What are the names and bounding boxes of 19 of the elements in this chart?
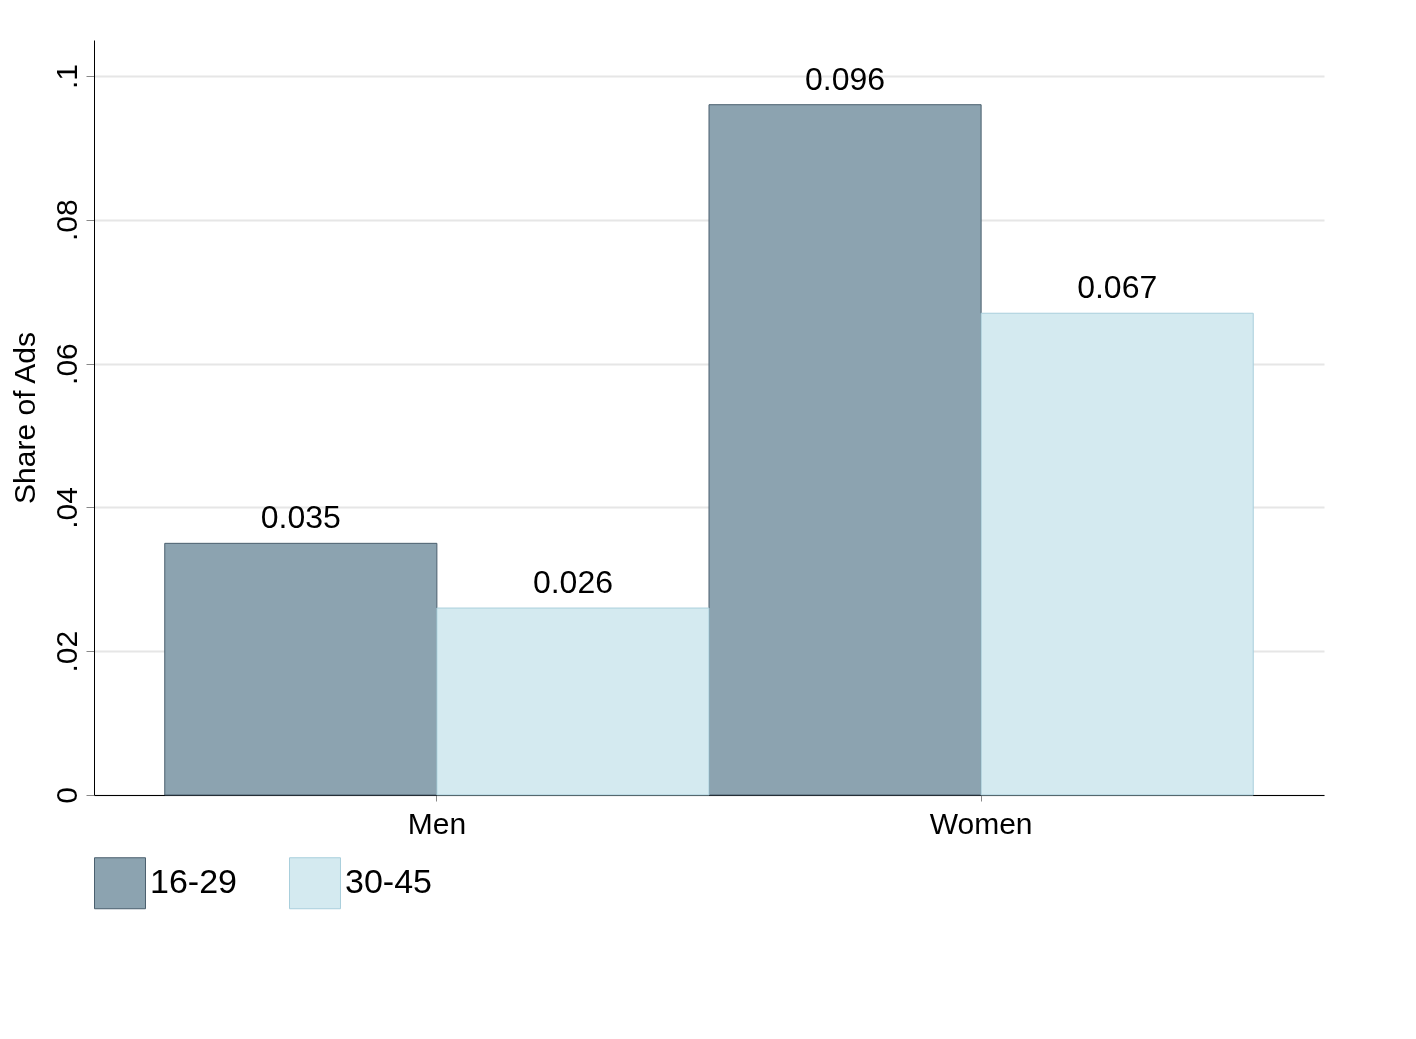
y-tick-label: .1 bbox=[49, 63, 83, 89]
data-label: 0.096 bbox=[805, 60, 886, 97]
y-tick-label: .08 bbox=[49, 199, 83, 242]
data-label: 0.035 bbox=[260, 499, 341, 536]
y-tick-label: .06 bbox=[49, 343, 83, 385]
legend-label: 30-45 bbox=[345, 862, 432, 901]
data-label: 0.026 bbox=[532, 564, 613, 601]
bar bbox=[164, 542, 438, 796]
x-tick-label: Women bbox=[929, 806, 1033, 840]
legend-label: 16-29 bbox=[150, 862, 237, 901]
y-axis-title: Share of Ads bbox=[7, 332, 41, 504]
y-tick-label: 0 bbox=[49, 787, 83, 804]
y-tick-label: .02 bbox=[49, 630, 83, 673]
bar bbox=[708, 104, 982, 796]
data-label: 0.067 bbox=[1077, 269, 1158, 306]
bar bbox=[436, 607, 710, 796]
bar bbox=[980, 312, 1254, 796]
x-tick-label: Men bbox=[407, 806, 467, 840]
y-tick-label: .04 bbox=[49, 487, 83, 529]
